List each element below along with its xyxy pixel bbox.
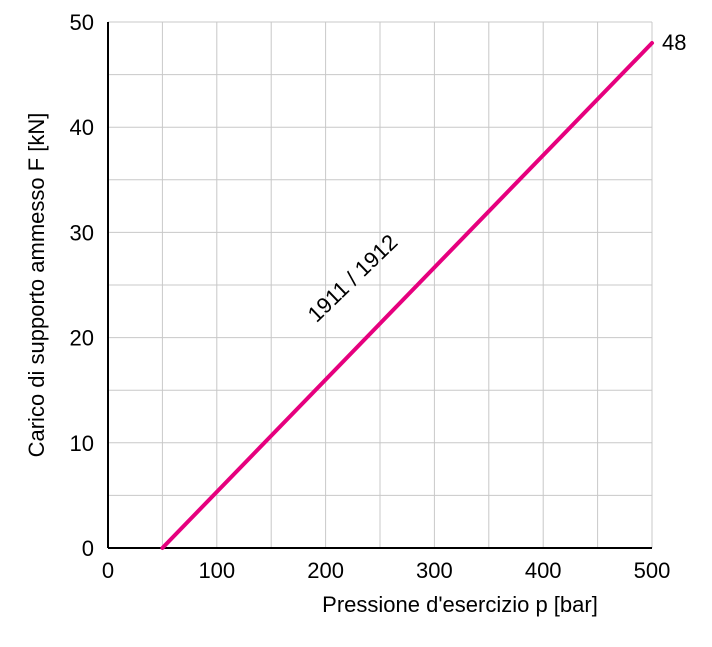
series-line xyxy=(162,43,652,548)
x-axis-label: Pressione d'esercizio p [bar] xyxy=(322,592,598,617)
y-axis-label: Carico di supporto ammesso F [kN] xyxy=(24,113,49,458)
y-tick-label: 0 xyxy=(82,536,94,561)
x-tick-label: 200 xyxy=(307,558,344,583)
series-end-label: 48 xyxy=(662,30,686,55)
y-tick-label: 10 xyxy=(70,431,94,456)
x-tick-label: 100 xyxy=(198,558,235,583)
series-label: 1911 / 1912 xyxy=(303,229,403,327)
y-tick-label: 20 xyxy=(70,326,94,351)
y-tick-label: 50 xyxy=(70,10,94,35)
x-tick-label: 300 xyxy=(416,558,453,583)
x-tick-label: 500 xyxy=(634,558,671,583)
x-tick-label: 0 xyxy=(102,558,114,583)
chart-container: 0 100 200 300 400 500 0 10 20 30 40 50 Pressione d'e… xyxy=(0,0,712,647)
line-chart: 0 100 200 300 400 500 0 10 20 30 40 50 Pressione d'e… xyxy=(0,0,712,647)
y-tick-label: 40 xyxy=(70,115,94,140)
y-tick-label: 30 xyxy=(70,220,94,245)
x-tick-label: 400 xyxy=(525,558,562,583)
